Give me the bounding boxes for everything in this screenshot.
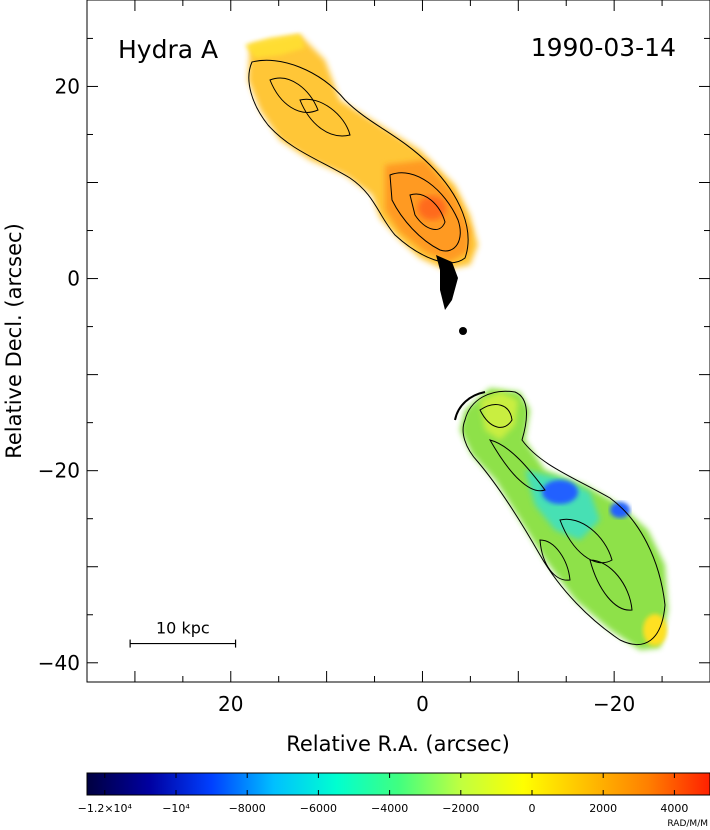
colorbar-tick-label: −4000 <box>371 802 408 815</box>
south-yellow-tip <box>643 614 667 646</box>
source-name: Hydra A <box>118 35 218 64</box>
south-contours <box>462 390 666 645</box>
scale-bar-label: 10 kpc <box>156 619 210 638</box>
north-lobe-tip <box>245 34 305 58</box>
south-blue-patch-2 <box>610 502 630 518</box>
colorbar-gradient <box>86 772 710 796</box>
colorbar-tick-label: −6000 <box>300 802 337 815</box>
colorbar-tick-label: −10⁴ <box>162 802 190 815</box>
south-blue-patch-1 <box>542 480 578 504</box>
colorbar-ticks: −1.2×10⁴ −10⁴ −8000 −6000 −4000 −2000 0 2000 400… <box>78 773 688 815</box>
colorbar-tick-label: −1.2×10⁴ <box>78 802 133 815</box>
south-lobe <box>454 388 668 650</box>
y-tick-label: −40 <box>38 651 80 675</box>
plot-frame <box>86 0 710 683</box>
south-lobe-edge <box>454 391 486 421</box>
y-axis: 20 0 −20 −40 <box>38 37 710 675</box>
colorbar-tick-label: −8000 <box>229 802 266 815</box>
observation-date: 1990-03-14 <box>531 33 676 62</box>
colorbar-tick-label: −2000 <box>442 802 479 815</box>
x-axis-label: Relative R.A. (arcsec) <box>286 732 510 756</box>
north-lobe <box>245 34 478 270</box>
x-tick-label: 20 <box>218 692 243 716</box>
y-tick-label: 20 <box>55 74 80 98</box>
rm-emission-map <box>245 34 668 650</box>
scale-bar: 10 kpc <box>129 619 237 648</box>
y-axis-label: Relative Decl. (arcsec) <box>2 223 26 459</box>
x-tick-label: −20 <box>593 692 635 716</box>
core-jet <box>436 255 467 335</box>
colorbar-tick-label: 4000 <box>660 802 688 815</box>
x-tick-label: 0 <box>416 692 429 716</box>
colorbar-tick-label: 2000 <box>589 802 617 815</box>
south-lobe-yellow <box>480 392 518 440</box>
north-hotspot <box>418 196 446 220</box>
colorbar: −1.2×10⁴ −10⁴ −8000 −6000 −4000 −2000 0 2000 400… <box>78 772 710 829</box>
colorbar-unit: RAD/M/M <box>667 819 708 829</box>
y-tick-label: −20 <box>38 459 80 483</box>
colorbar-tick-label: 0 <box>529 802 536 815</box>
y-tick-label: 0 <box>67 267 80 291</box>
x-axis: 20 0 −20 <box>86 0 710 716</box>
